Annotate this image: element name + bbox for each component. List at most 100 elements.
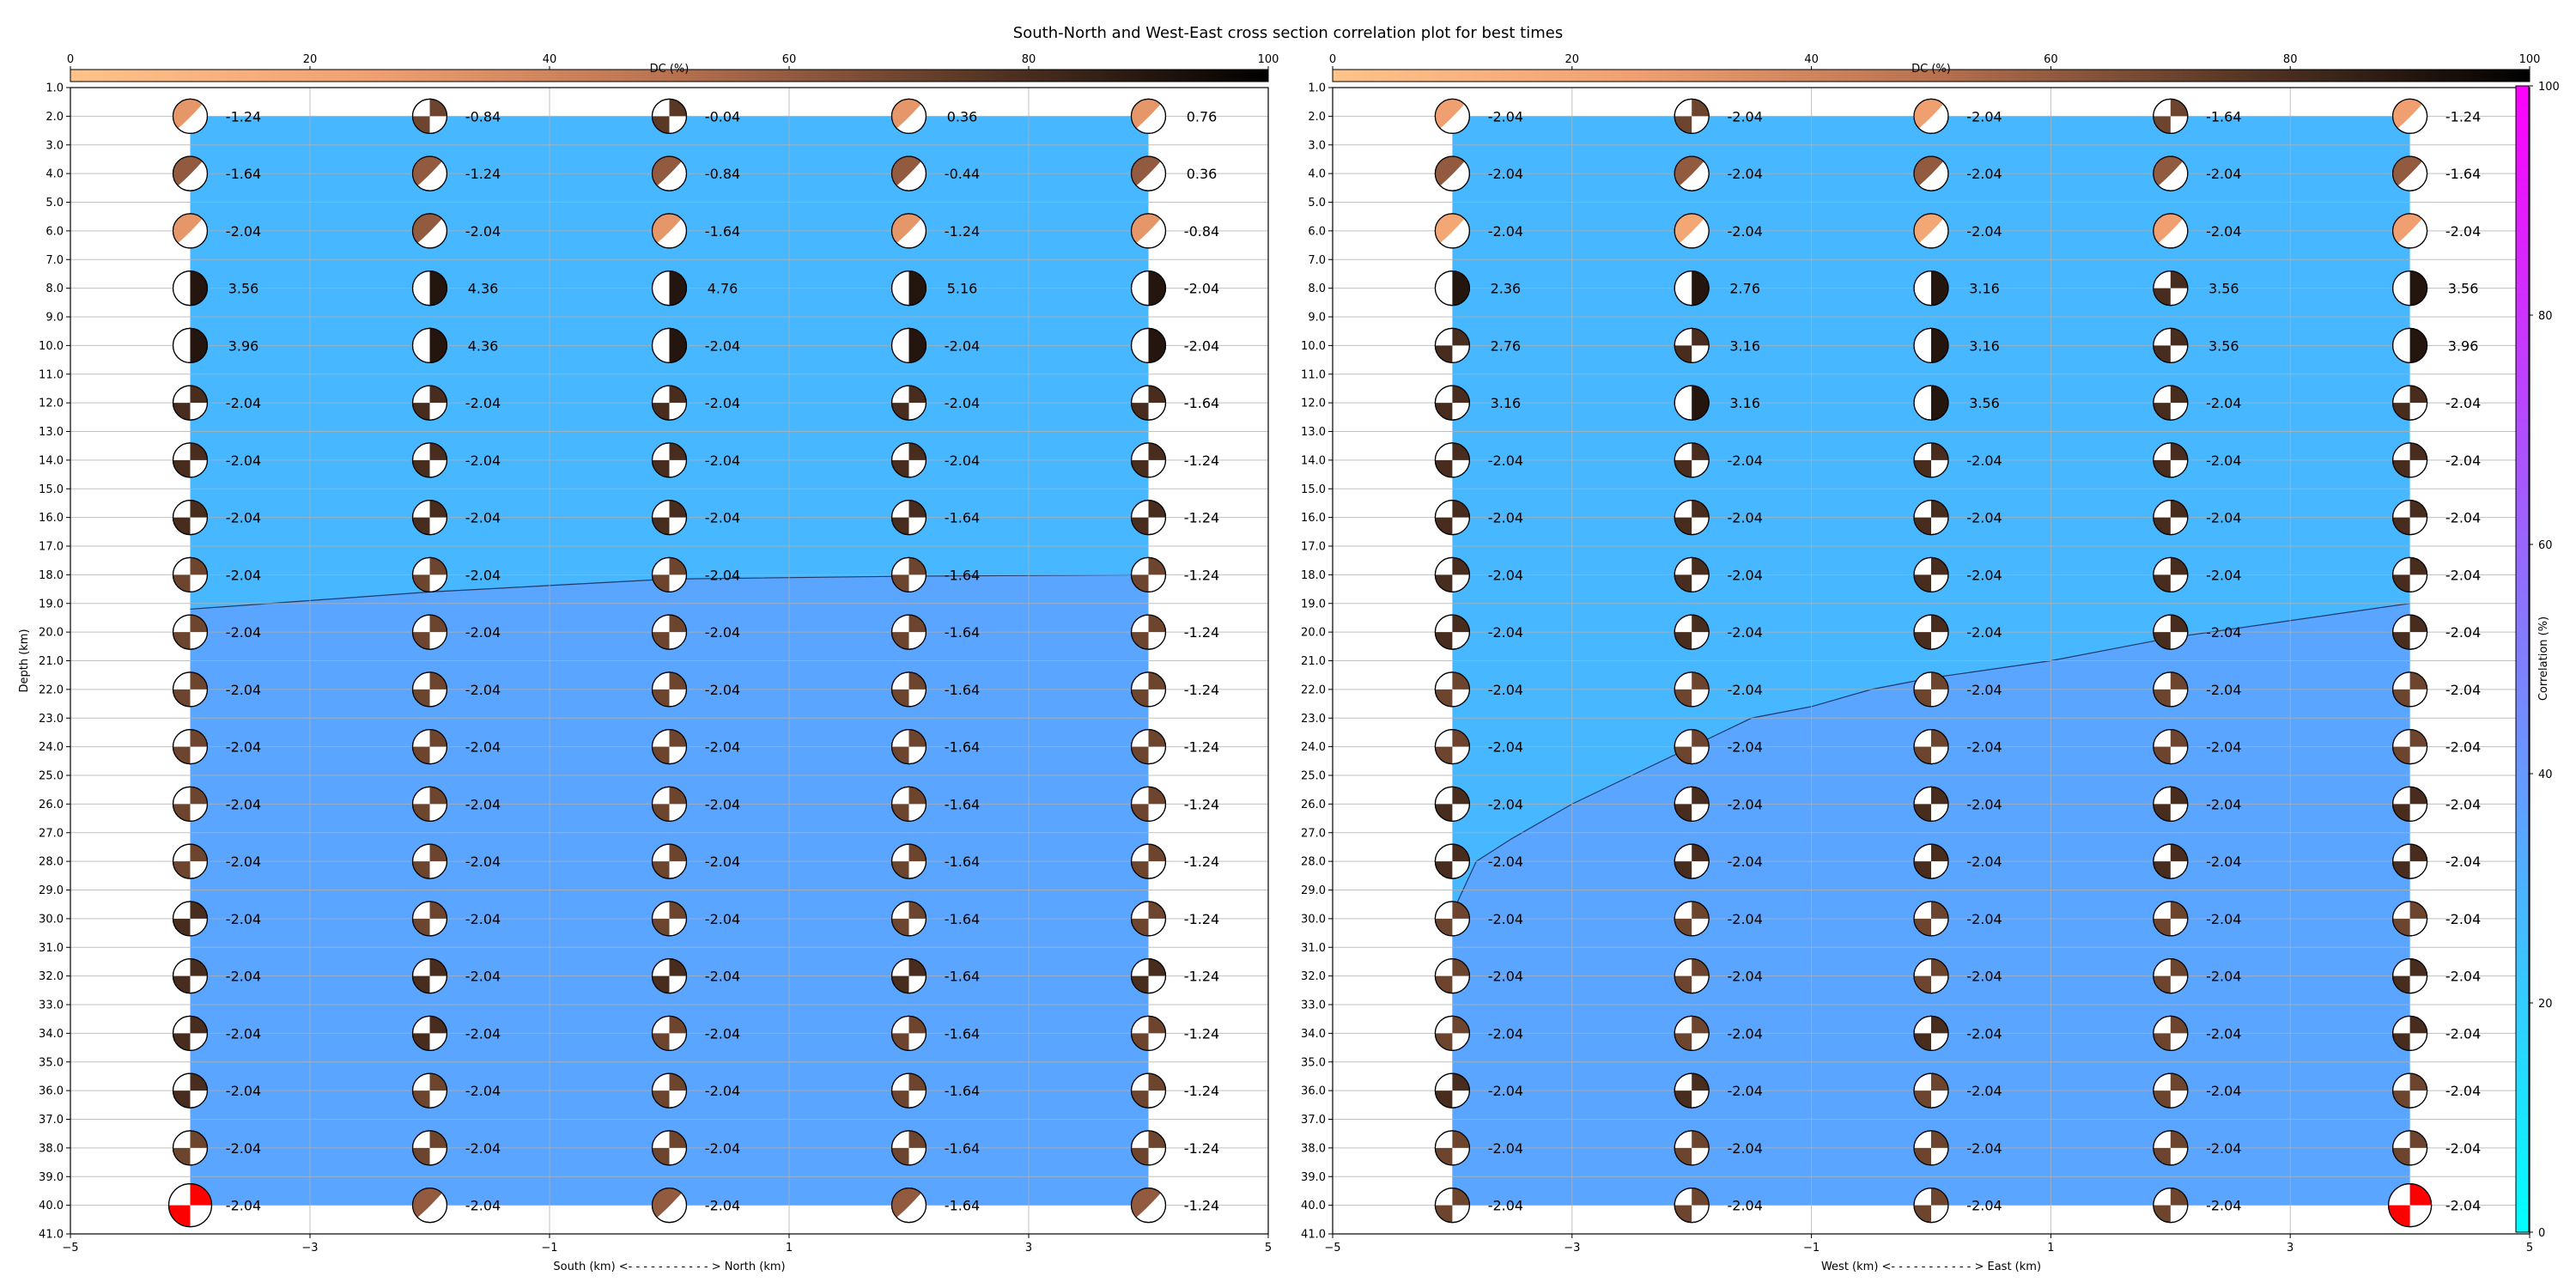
beachball	[651, 901, 688, 937]
beachball	[1913, 843, 1949, 879]
beachball-quadrant	[669, 557, 687, 575]
x-axis: −5 −3 −1 1 3 5	[62, 1234, 1272, 1255]
beachball-quadrant	[652, 574, 670, 592]
beachball-rim	[2153, 442, 2189, 478]
beachball	[411, 843, 448, 879]
y-tick-label: 36.0	[39, 1085, 64, 1098]
beachball-quadrant	[2153, 918, 2171, 936]
beachball	[172, 1072, 209, 1109]
y-tick-label: 32.0	[1301, 970, 1326, 983]
correlation-colorbar-tick-label: 0	[2538, 1227, 2545, 1240]
beachball-quadrant	[2153, 804, 2171, 822]
beachball	[1913, 729, 1949, 765]
beachball-quadrant	[891, 517, 909, 535]
beachball-rim	[1674, 556, 1710, 592]
y-tick-label: 24.0	[39, 741, 64, 754]
beachball	[1434, 327, 1471, 363]
beachball-rim	[1674, 500, 1710, 536]
beachball-quadrant	[908, 557, 927, 575]
beachball-quadrant	[2392, 1147, 2410, 1165]
correlation-value-label: -2.04	[705, 453, 740, 469]
beachball	[1434, 442, 1471, 478]
y-tick-label: 30.0	[1301, 913, 1326, 926]
beachball-rim	[1674, 843, 1710, 879]
y-tick-label: 41.0	[39, 1229, 64, 1242]
correlation-value-label: 3.56	[228, 281, 259, 297]
correlation-value-label: -2.04	[2445, 1198, 2481, 1214]
beachball	[1130, 1188, 1167, 1224]
beachball-rim	[1434, 729, 1471, 765]
beachball-quadrant	[1674, 689, 1692, 707]
beachball-rim	[1434, 786, 1471, 822]
beachball-rim	[2153, 786, 2189, 822]
beachball-rim	[1674, 385, 1710, 421]
beachball-rim	[1674, 270, 1710, 307]
beachball-quadrant	[412, 1091, 430, 1109]
correlation-value-label: -2.04	[1727, 796, 1762, 812]
beachball-rim	[1913, 786, 1949, 822]
beachball-quadrant	[1131, 517, 1149, 535]
beachball-quadrant	[412, 689, 430, 707]
beachball-quadrant	[1435, 459, 1453, 477]
beachball-rim	[1130, 671, 1167, 708]
beachball	[2392, 958, 2428, 994]
beachball-quadrant	[1674, 632, 1692, 650]
y-tick-label: 36.0	[1301, 1085, 1326, 1098]
y-tick-label: 14.0	[39, 454, 64, 467]
correlation-value-label: -2.04	[705, 567, 740, 583]
correlation-value-label: -2.04	[2445, 911, 2481, 927]
beachball-quadrant	[2170, 844, 2188, 862]
correlation-value-label: -2.04	[2206, 624, 2241, 641]
correlation-value-label: -2.04	[226, 624, 261, 641]
beachball-quadrant	[412, 975, 430, 993]
beachball	[890, 729, 927, 765]
beachball-quadrant	[652, 1147, 670, 1165]
beachball-rim	[1130, 1130, 1167, 1166]
beachball	[1130, 614, 1167, 650]
beachball-rim	[2153, 327, 2189, 363]
correlation-value-label: -1.24	[1184, 1083, 1219, 1099]
beachball-quadrant	[412, 459, 430, 477]
beachball-quadrant	[2153, 746, 2171, 764]
beachball-quadrant	[173, 1091, 191, 1109]
beachball-quadrant	[1435, 746, 1453, 764]
beachball-quadrant	[652, 975, 670, 993]
beachball	[1434, 671, 1471, 708]
beachball-rim	[890, 270, 927, 307]
dc-colorbar-tick-label: 40	[543, 53, 557, 66]
beachball-rim	[2153, 843, 2189, 879]
beachball-quadrant	[1131, 804, 1149, 822]
beachball-quadrant	[412, 403, 430, 421]
beachball-quadrant	[412, 861, 430, 879]
beachball-rim	[172, 729, 209, 765]
correlation-value-label: -2.04	[2206, 166, 2241, 182]
beachball-rim	[1674, 729, 1710, 765]
correlation-value-label: -1.24	[1184, 911, 1219, 927]
beachball-rim	[1913, 1130, 1949, 1166]
beachball	[2392, 155, 2428, 191]
beachball-quadrant	[1148, 442, 1166, 460]
correlation-value-label: -2.04	[2206, 1083, 2241, 1099]
beachball-rim	[651, 556, 688, 592]
beachball-rim	[2392, 98, 2428, 134]
beachball-quadrant	[1931, 787, 1948, 805]
beachball-quadrant	[1914, 804, 1931, 822]
beachball-rim	[1674, 98, 1710, 134]
beachball-quadrant	[1914, 1091, 1931, 1109]
correlation-value-label: 2.76	[1491, 337, 1522, 354]
x-axis: −5 −3 −1 1 3 5	[1324, 1234, 2533, 1255]
y-tick-label: 31.0	[1301, 942, 1326, 955]
correlation-value-label: -2.04	[1966, 1083, 2002, 1099]
beachball-quadrant	[2409, 557, 2427, 575]
beachball-quadrant	[1914, 459, 1931, 477]
y-tick-label: 28.0	[39, 856, 64, 869]
beachball	[890, 442, 927, 478]
beachball	[1434, 385, 1471, 421]
beachball-rim	[411, 671, 448, 708]
beachball-rim	[1434, 901, 1471, 937]
correlation-value-label: -2.04	[1488, 166, 1523, 182]
beachball-quadrant	[1452, 787, 1470, 805]
y-tick-label: 11.0	[1301, 368, 1326, 381]
beachball-quadrant	[669, 99, 687, 117]
beachball-quadrant	[429, 787, 447, 805]
